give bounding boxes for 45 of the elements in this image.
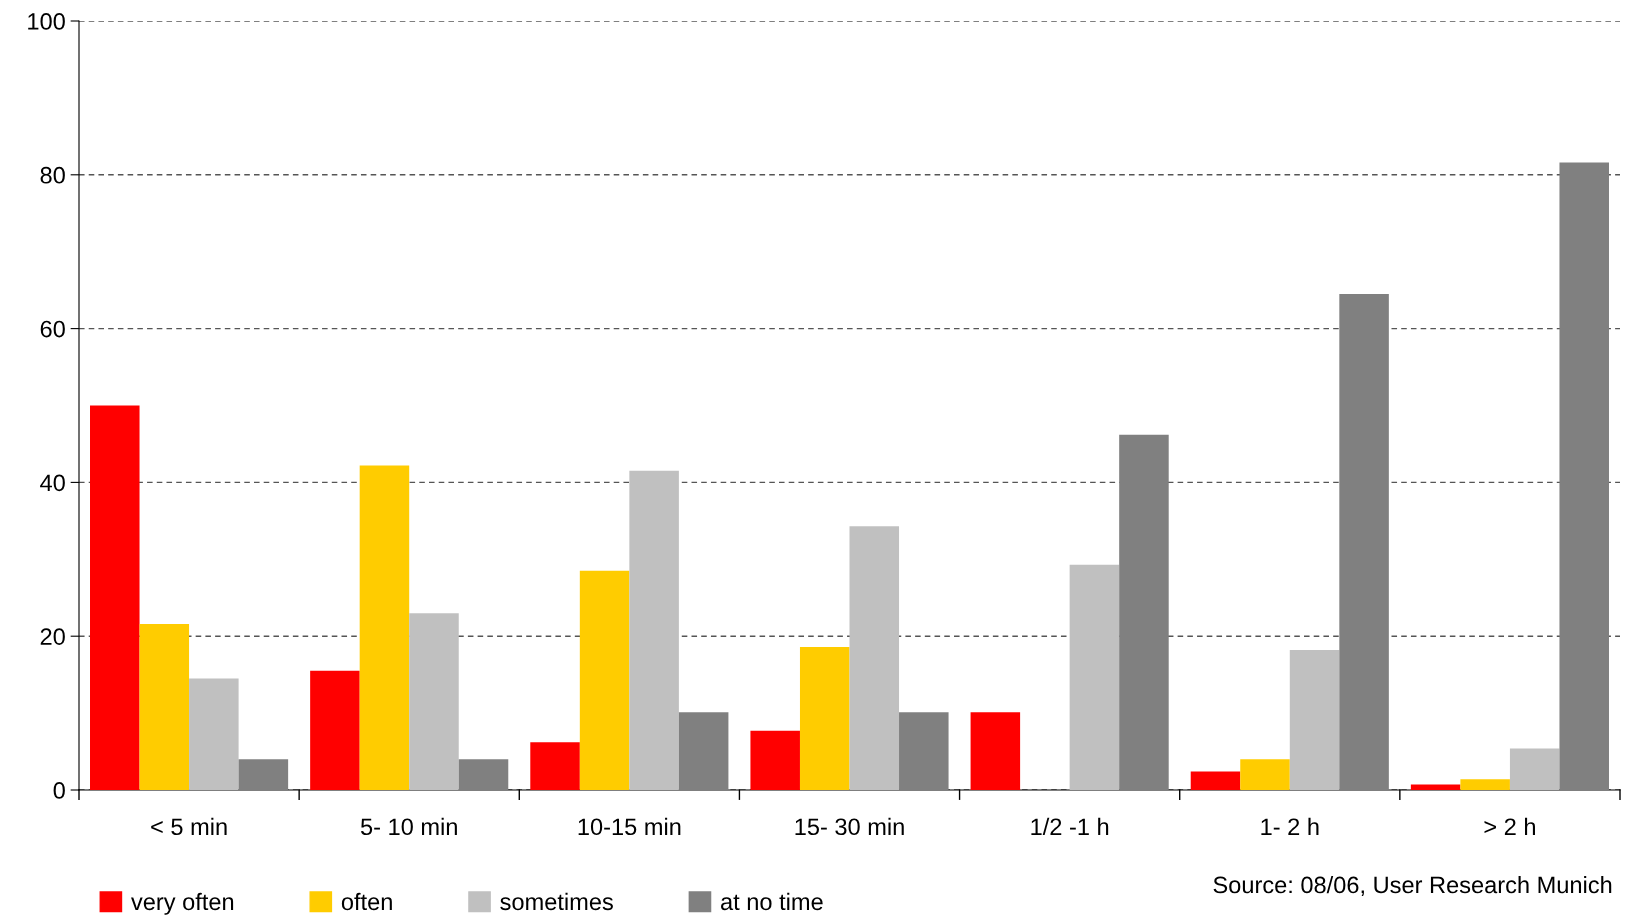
x-tick-label: 15- 30 min xyxy=(795,817,904,836)
bar xyxy=(629,470,679,790)
bar xyxy=(1289,650,1340,790)
y-tick-label: 60 xyxy=(40,320,65,338)
bar xyxy=(409,613,459,790)
bar xyxy=(1069,564,1120,790)
bar xyxy=(678,712,729,790)
bar xyxy=(1240,759,1290,790)
x-tick-label: 10-15 min xyxy=(578,817,681,836)
y-tick-label: 20 xyxy=(40,628,65,645)
x-tick-label: < 5 min xyxy=(151,817,227,836)
bar xyxy=(750,730,800,790)
y-tick-label: 40 xyxy=(40,474,65,492)
bar xyxy=(1460,779,1510,790)
legend-label: at no time xyxy=(721,892,823,911)
bar xyxy=(458,759,509,790)
bar xyxy=(799,646,850,790)
x-tick-label: 1- 2 h xyxy=(1261,817,1319,835)
bar xyxy=(90,405,140,790)
bar xyxy=(189,678,239,790)
bar xyxy=(310,670,360,790)
bar xyxy=(1509,748,1560,790)
bar xyxy=(1339,294,1389,790)
y-tick-label: 100 xyxy=(28,13,65,30)
x-tick-label: 1/2 -1 h xyxy=(1031,817,1109,836)
legend-label: very often xyxy=(131,892,234,915)
bar xyxy=(238,759,289,790)
x-tick-label: > 2 h xyxy=(1484,817,1535,835)
bar xyxy=(579,570,630,790)
bar xyxy=(530,742,580,790)
bar xyxy=(899,712,949,790)
legend-label: sometimes xyxy=(500,892,613,911)
y-tick-label: 80 xyxy=(40,166,65,184)
source-note: Source: 08/06, User Research Munich xyxy=(1213,875,1612,897)
legend-label: often xyxy=(341,892,392,911)
bar xyxy=(970,712,1021,790)
bar xyxy=(359,465,410,790)
bar xyxy=(849,526,900,790)
x-tick-label: 5- 10 min xyxy=(360,817,457,836)
bar xyxy=(1190,771,1241,790)
bar xyxy=(1410,784,1461,790)
y-tick-label: 0 xyxy=(53,782,65,799)
bar xyxy=(1559,162,1609,790)
bar xyxy=(139,623,190,790)
bar xyxy=(1119,434,1169,790)
